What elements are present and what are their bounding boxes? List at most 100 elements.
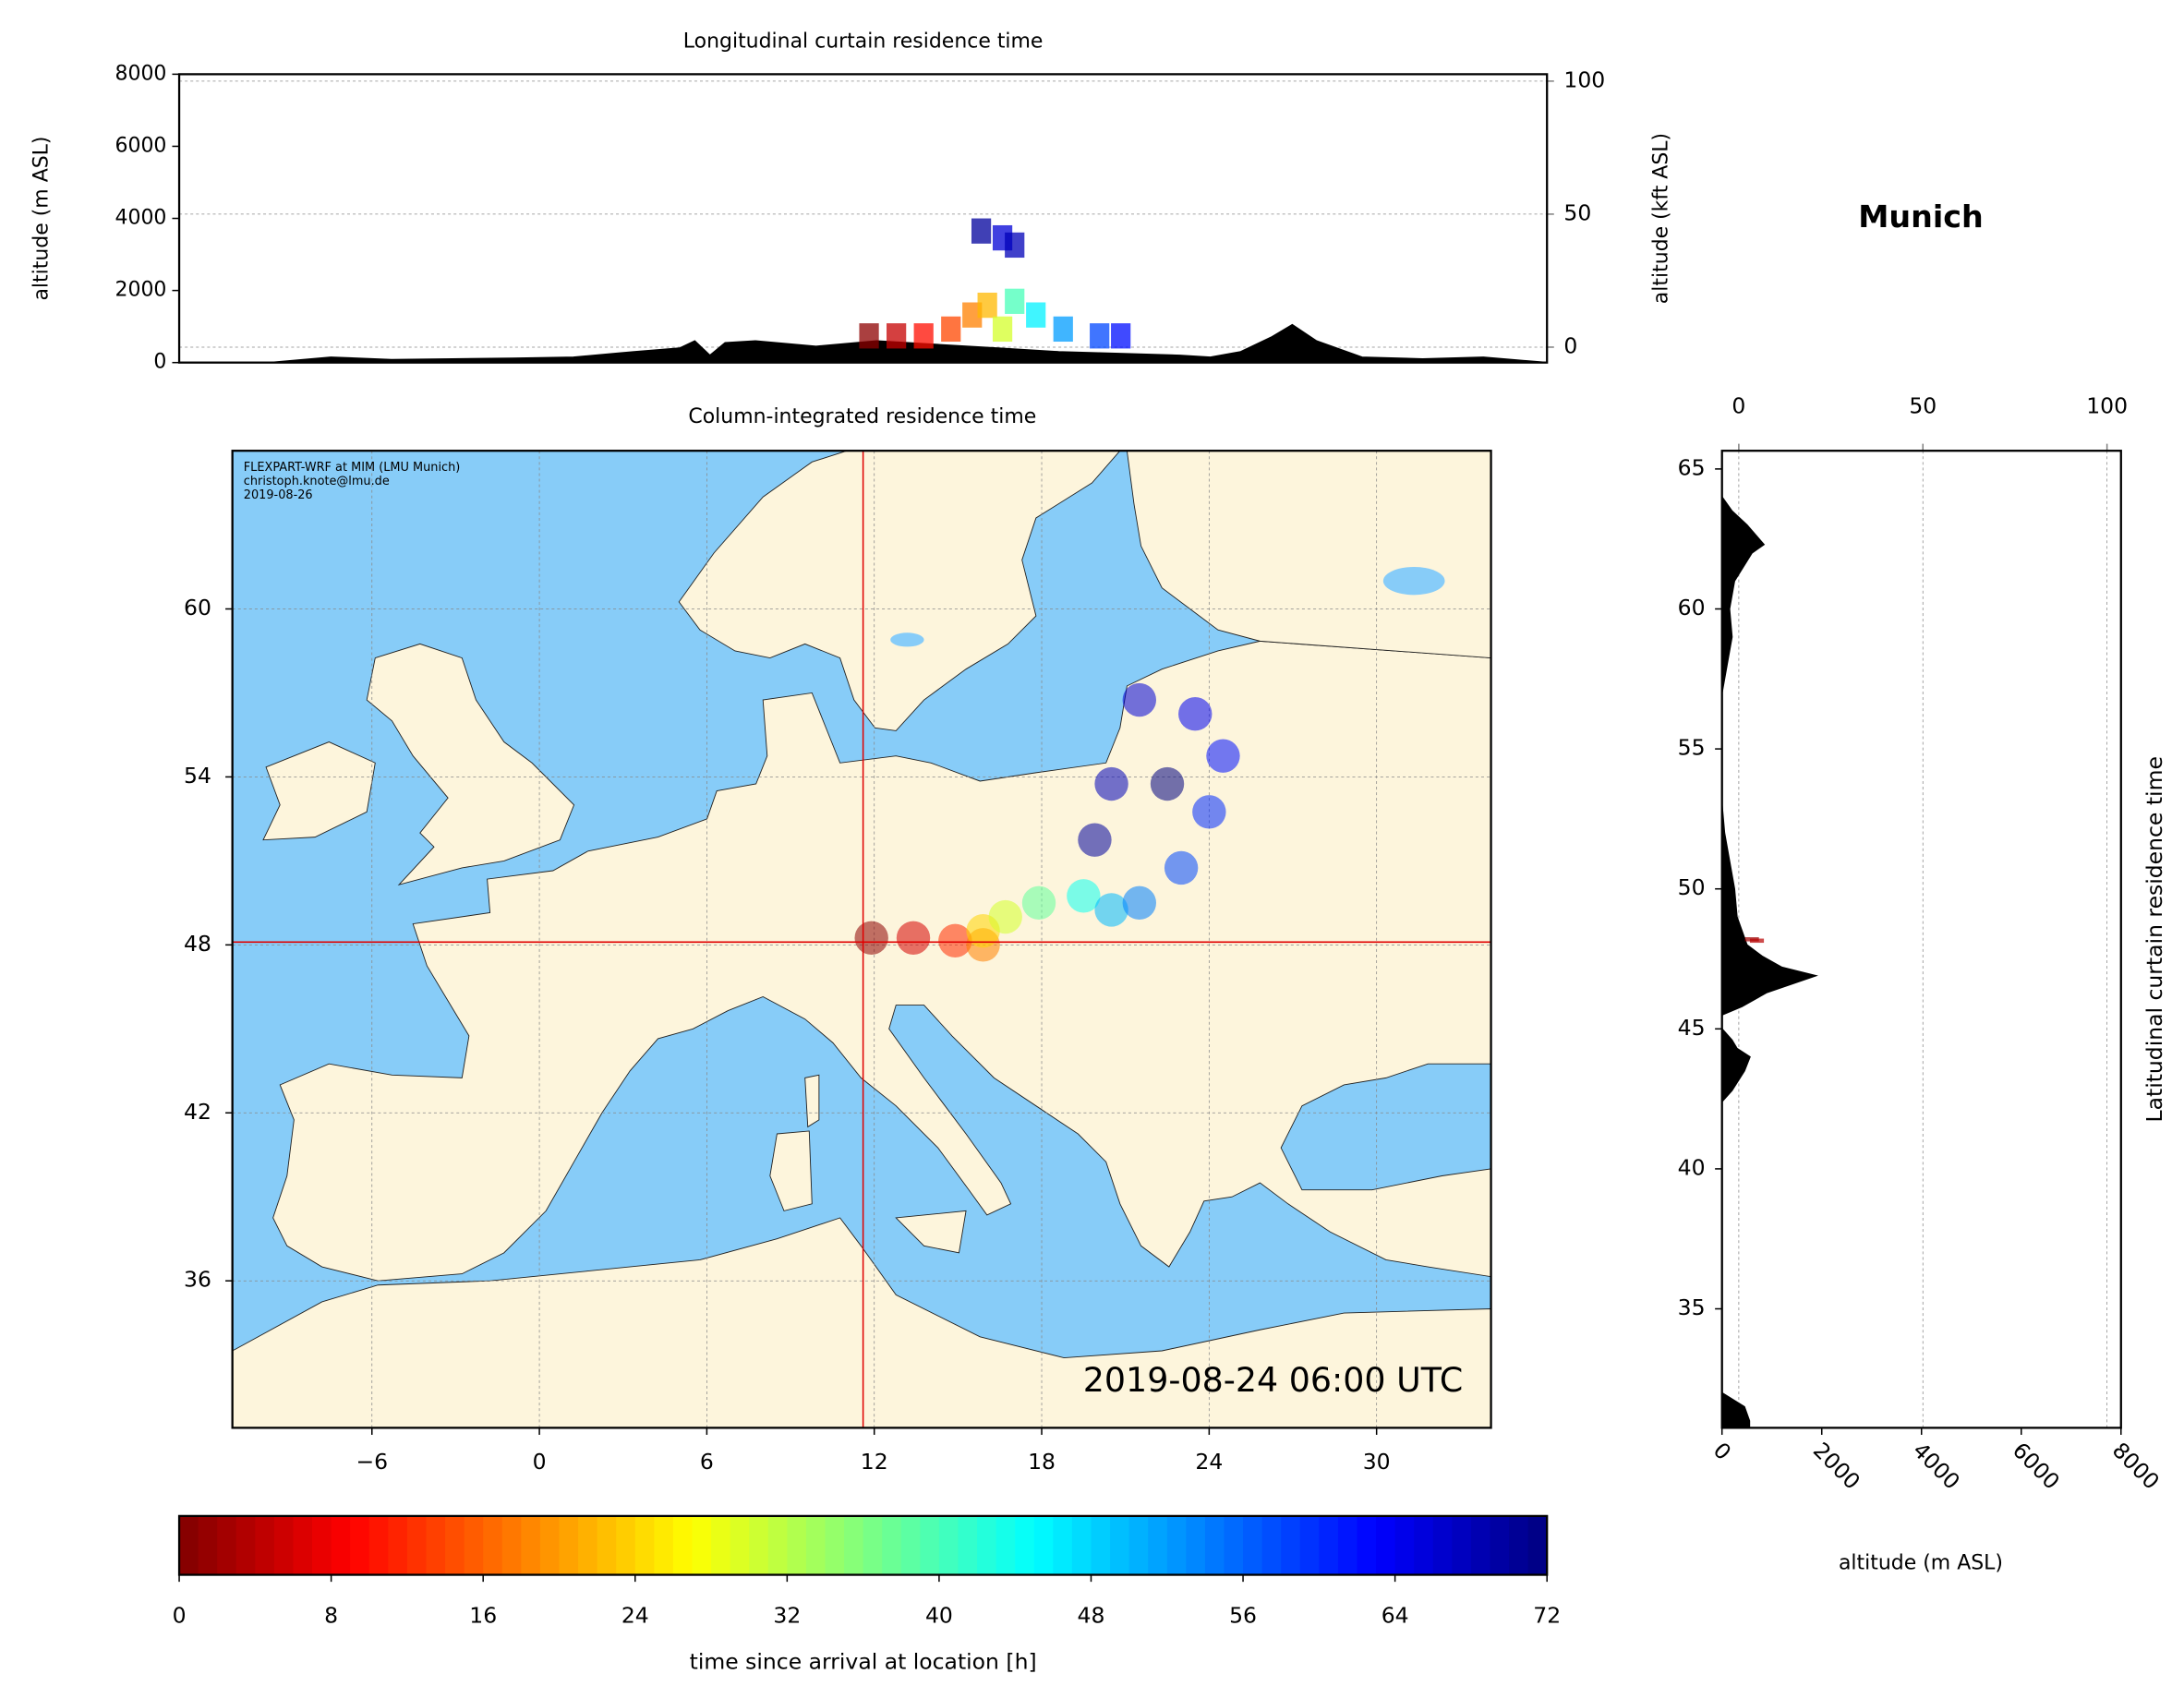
y-tick-label: 48 [184,931,211,957]
chart-title: Longitudinal curtain residence time [683,30,1044,54]
plume-point [1094,766,1128,801]
trajectory-point [977,292,997,319]
colorbar-segment [958,1515,978,1575]
colorbar-segment [1337,1515,1358,1575]
x2-tick-label: 100 [2086,393,2128,419]
colorbar-segment [1091,1515,1111,1575]
colorbar-segment [1281,1515,1301,1575]
trajectory-point [1749,938,1765,944]
colorbar-segment [1470,1515,1491,1575]
chart-title: Latitudinal curtain residence time [2142,756,2167,1122]
y2-tick-label: 100 [1563,66,1605,92]
colorbar-segment [1527,1515,1548,1575]
colorbar-segment [825,1515,845,1575]
colorbar-segment [331,1515,351,1575]
colorbar-segment [350,1515,370,1575]
x-tick-label: 12 [861,1449,888,1475]
trajectory-point [992,316,1013,343]
colorbar-tick-label: 72 [1533,1603,1561,1629]
y-tick-label: 54 [184,763,211,789]
colorbar-segment [1166,1515,1188,1575]
y2-tick-label: 0 [1563,332,1577,358]
colorbar-segment [1148,1515,1168,1575]
colorbar-segment [1509,1515,1529,1575]
colorbar-segment [501,1515,523,1575]
y-tick-label: 0 [153,351,166,374]
colorbar-segment [179,1515,199,1575]
colorbar-segment [217,1515,237,1575]
x-tick-label: 24 [1195,1449,1223,1475]
colorbar-tick-label: 56 [1229,1603,1257,1629]
axes-frame [231,450,1492,1429]
colorbar-segment [920,1515,940,1575]
colorbar-segment [634,1515,656,1575]
axes-frame [177,1514,1549,1576]
x-tick-label: 6 [700,1449,714,1475]
land [769,1130,813,1211]
colorbar-segment [1394,1515,1415,1575]
colorbar-segment [1299,1515,1321,1575]
trajectory-point [913,323,934,349]
trajectory-point [1053,316,1073,343]
plume-point [896,921,931,955]
y-tick-label: 8000 [115,62,166,85]
land [262,741,376,841]
colorbar-segment [293,1515,313,1575]
colorbar-tick-label: 24 [621,1603,649,1629]
colorbar-segment [1033,1515,1055,1575]
colorbar-tick-label: 0 [173,1603,187,1629]
plume-point [1192,795,1226,829]
colorbar-tick-label: 48 [1078,1603,1105,1629]
land [272,640,1491,1282]
colorbar-segment [1432,1515,1454,1575]
colorbar-segment [787,1515,807,1575]
y-tick-label: 55 [1678,735,1706,761]
colorbar-segment [406,1515,428,1575]
colorbar-segment [597,1515,617,1575]
chart-title: Column-integrated residence time [688,405,1036,428]
trajectory-point [962,302,983,328]
colorbar-tick-label: 8 [324,1603,338,1629]
colorbar-segment [1452,1515,1472,1575]
colorbar-segment [368,1515,390,1575]
land [232,1217,1491,1428]
colorbar-segment [1053,1515,1073,1575]
colorbar-segment [483,1515,503,1575]
timestamp: 2019-08-24 06:00 UTC [1083,1360,1463,1400]
colorbar-segment [1261,1515,1282,1575]
x-tick-label: 18 [1028,1449,1056,1475]
colorbar-segment [672,1515,694,1575]
colorbar-segment [805,1515,827,1575]
trajectory-point [971,218,992,244]
plume-point [988,899,1022,934]
trajectory-point [1005,232,1025,259]
land [678,451,1121,731]
x-tick-label: −6 [356,1449,388,1475]
terrain-line [1720,451,1818,1428]
colorbar-segment [1319,1515,1339,1575]
y-tick-label: 45 [1678,1015,1706,1041]
colorbar-segment [464,1515,484,1575]
y-tick-label: 42 [184,1099,211,1125]
colorbar-segment [426,1515,446,1575]
colorbar-segment [616,1515,636,1575]
colorbar-segment [730,1515,750,1575]
axes-frame [1720,450,2122,1429]
plume-point [1178,697,1213,731]
colorbar-segment [273,1515,295,1575]
trajectory-point [859,323,879,349]
credit-text: christoph.knote@lmu.de [244,475,390,488]
colorbar-segment [711,1515,731,1575]
y2-axis-label: altitude (kft ASL) [1650,133,1673,304]
colorbar-segment [1186,1515,1206,1575]
colorbar-segment [578,1515,598,1575]
colorbar-segment [521,1515,541,1575]
colorbar-tick-label: 32 [773,1603,801,1629]
axes-frame [177,73,1549,364]
colorbar-segment [995,1515,1016,1575]
plume-point [1206,739,1240,773]
figure-title: Munich [1858,199,1984,235]
colorbar-segment [900,1515,922,1575]
plume-point [1122,885,1156,921]
